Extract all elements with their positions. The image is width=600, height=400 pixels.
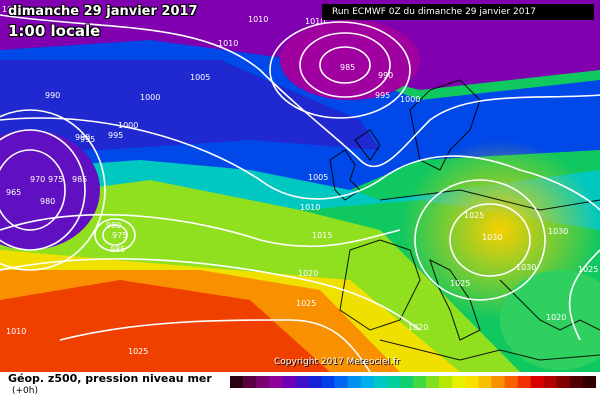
legend-swatch: [269, 376, 283, 388]
legend-swatch: [230, 376, 244, 388]
isobar-label: 990: [75, 133, 90, 142]
legend-swatch: [282, 376, 296, 388]
isobar-label: 1005: [308, 173, 328, 182]
isobar-label: 1025: [464, 211, 484, 220]
isobar-1005: [0, 14, 600, 168]
isobar-label: 985: [110, 245, 125, 254]
isobar-label: 1005: [190, 73, 210, 82]
legend-swatch: [334, 376, 348, 388]
isobar-1020: [0, 258, 421, 331]
isobar-small-low-2: [94, 218, 136, 252]
isobar-low-west-3: [0, 109, 106, 271]
isobar-label: 1010: [300, 203, 320, 212]
isobar-label: 995: [108, 131, 123, 140]
copyright: Copyright 2017 Meteociel.fr: [274, 357, 400, 367]
isobar-high-1030: [449, 203, 531, 277]
isobar-label: 995: [80, 135, 95, 144]
isobar-label: 985: [72, 175, 87, 184]
field-low-west: [0, 130, 100, 250]
isobar-label: 1020: [546, 313, 566, 322]
isobar-label: 1010: [6, 327, 26, 336]
isobar-label: 1020: [298, 269, 318, 278]
legend-swatch: [530, 376, 545, 388]
isobars: [0, 14, 600, 372]
legend-swatch: [439, 376, 453, 388]
isobar-label: 1010: [248, 15, 268, 24]
legend-swatch: [569, 376, 584, 388]
isobar-label: 1010: [305, 17, 325, 26]
legend-swatch: [543, 376, 558, 388]
legend-swatch: [452, 376, 466, 388]
legend-swatch: [556, 376, 571, 388]
isobar-label: 990: [378, 71, 393, 80]
isobar-label: 1005: [2, 5, 22, 14]
isobar-label: 980: [40, 197, 55, 206]
isobar-label: 1025: [128, 347, 148, 356]
legend-swatch: [426, 376, 440, 388]
isobar-label: 1025: [450, 279, 470, 288]
legend-swatch: [373, 376, 388, 388]
isobar-east-1025: [568, 249, 600, 341]
isobar-label: 1030: [548, 227, 568, 236]
legend-swatch: [256, 376, 270, 388]
legend-swatch: [413, 376, 427, 388]
isobar-low-north: [319, 46, 371, 84]
isobar-label: 1025: [578, 265, 598, 274]
lead-time: (+0h): [12, 386, 38, 396]
chart-title: Géop. z500, pression niveau mer: [8, 372, 212, 385]
chart-time: 1:00 locale: [8, 22, 101, 40]
legend-swatch: [386, 376, 401, 388]
legend-swatch: [360, 376, 375, 388]
isobar-label: 985: [340, 63, 355, 72]
isobar-label: 980: [106, 221, 121, 230]
legend-swatch: [582, 376, 596, 388]
isobar-label-group: 1005 1010 1010 1010 1005 1000 990 995 99…: [2, 5, 598, 356]
legend-swatch: [308, 376, 322, 388]
legend-swatch: [321, 376, 335, 388]
isobar-label: 975: [48, 175, 63, 184]
legend-swatch: [504, 376, 518, 388]
isobar-label: 970: [30, 175, 45, 184]
field-deepblue: [0, 60, 380, 150]
isobar-low-west: [0, 149, 66, 231]
geopotential-map: 1005 1010 1010 1010 1005 1000 990 995 99…: [0, 0, 600, 372]
isobar-label: 1000: [400, 95, 420, 104]
isobar-1015: [0, 213, 401, 248]
isobar-high-1025: [414, 179, 546, 301]
legend-swatch: [347, 376, 362, 388]
chart-date: dimanche 29 janvier 2017: [8, 4, 198, 19]
isobar-low-north-3: [269, 21, 411, 119]
isobar-label: 965: [6, 188, 21, 197]
legend-swatch: [478, 376, 492, 388]
model-run-label: Run ECMWF 0Z du dimanche 29 janvier 2017: [322, 4, 594, 20]
isobar-label: 1025: [296, 299, 316, 308]
isobar-low-west-2: [0, 129, 86, 251]
isobar-low-north-2: [299, 32, 391, 98]
isobar-label: 1030: [516, 263, 536, 272]
legend-swatch: [243, 376, 257, 388]
isobar-label: 990: [45, 91, 60, 100]
isobar-label: 1010: [218, 39, 238, 48]
legend-swatch: [491, 376, 505, 388]
color-legend: [230, 376, 596, 388]
isobar-label: 995: [375, 91, 390, 100]
field-green-east: [500, 270, 600, 370]
legend-swatch: [295, 376, 309, 388]
legend-swatch: [517, 376, 531, 388]
isobar-label: 975: [112, 231, 127, 240]
isobar-label: 1015: [312, 231, 332, 240]
isobar-1025: [59, 319, 371, 372]
legend-swatch: [399, 376, 414, 388]
field-lightgreen: [0, 165, 520, 372]
isobar-label: 1000: [118, 121, 138, 130]
isobar-label: 1020: [408, 323, 428, 332]
legend-swatch: [465, 376, 479, 388]
isobar-small-low: [102, 224, 128, 246]
isobar-1010: [0, 117, 600, 211]
isobar-label: 1000: [140, 93, 160, 102]
isobar-label: 1030: [482, 233, 502, 242]
